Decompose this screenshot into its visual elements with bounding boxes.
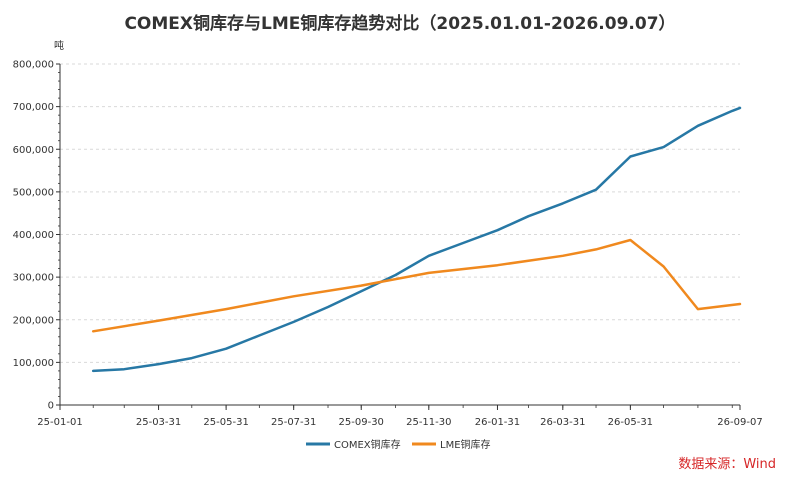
y-axis-unit: 吨: [54, 39, 64, 52]
source-note: 数据来源：Wind: [678, 457, 776, 472]
x-tick-label: 26-09-07: [717, 417, 762, 428]
x-tick-label: 25-09-30: [339, 417, 384, 428]
x-tick-label: 25-07-31: [271, 417, 316, 428]
y-tick-label: 300,000: [13, 273, 54, 284]
x-tick-label: 25-05-31: [203, 417, 248, 428]
x-tick-label: 25-03-31: [136, 417, 181, 428]
legend-label-comex: COMEX铜库存: [334, 438, 401, 451]
x-tick-label: 26-05-31: [608, 417, 653, 428]
y-tick-label: 400,000: [13, 230, 54, 241]
y-tick-label: 600,000: [13, 145, 54, 156]
x-tick-label: 25-11-30: [406, 417, 451, 428]
y-tick-label: 0: [48, 401, 54, 412]
y-tick-label: 200,000: [13, 315, 54, 326]
series-line-lme: [91, 238, 742, 333]
legend-label-lme: LME铜库存: [440, 438, 491, 451]
y-tick-label: 500,000: [13, 187, 54, 198]
y-tick-label: 800,000: [13, 60, 54, 71]
x-tick-label: 25-01-01: [37, 417, 82, 428]
series-line-comex: [91, 106, 742, 373]
grid-layer: [60, 63, 740, 363]
axis-layer: 0 100,000 200,000 300,000 400,000 500,000 600,…: [13, 60, 763, 429]
x-tick-label: 26-03-31: [540, 417, 585, 428]
x-tick-label: 26-01-31: [475, 417, 520, 428]
chart-title: COMEX铜库存与LME铜库存趋势对比（2025.01.01-2026.09.0…: [124, 14, 676, 34]
y-tick-label: 100,000: [13, 358, 54, 369]
y-tick-label: 700,000: [13, 102, 54, 113]
legend: COMEX铜库存 LME铜库存: [306, 438, 491, 451]
series-layer: [91, 106, 742, 373]
